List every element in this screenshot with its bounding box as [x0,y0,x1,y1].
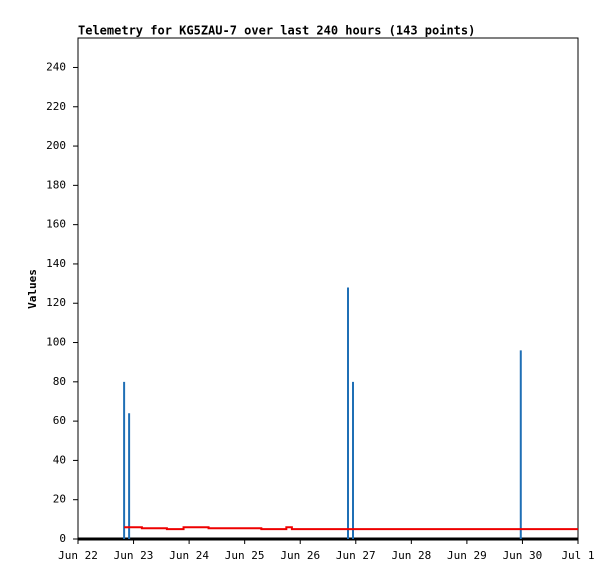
x-tick-label: Jun 27 [336,549,376,562]
x-tick-label: Jun 26 [280,549,320,562]
series-line [124,526,578,531]
y-tick-label: 200 [46,139,66,152]
x-tick-label: Jun 22 [58,549,98,562]
x-tick-label: Jun 25 [225,549,265,562]
y-tick-label: 180 [46,178,66,191]
y-tick-label: 0 [59,532,66,545]
y-tick-label: 20 [53,493,66,506]
y-tick-label: 220 [46,100,66,113]
y-tick-label: 40 [53,453,66,466]
y-axis-label: Values [26,269,39,309]
y-tick-label: 120 [46,296,66,309]
y-tick-label: 160 [46,218,66,231]
x-tick-label: Jul 1 [561,549,594,562]
y-tick-label: 60 [53,414,66,427]
x-tick-label: Jun 23 [114,549,154,562]
y-tick-label: 80 [53,375,66,388]
y-tick-label: 100 [46,336,66,349]
y-tick-label: 140 [46,257,66,270]
x-tick-label: Jun 28 [391,549,431,562]
x-tick-label: Jun 30 [503,549,543,562]
chart-title: Telemetry for KG5ZAU-7 over last 240 hou… [78,24,475,38]
plot-frame [77,37,579,540]
y-tick-label: 240 [46,60,66,73]
x-tick-label: Jun 29 [447,549,487,562]
x-tick-label: Jun 24 [169,549,209,562]
